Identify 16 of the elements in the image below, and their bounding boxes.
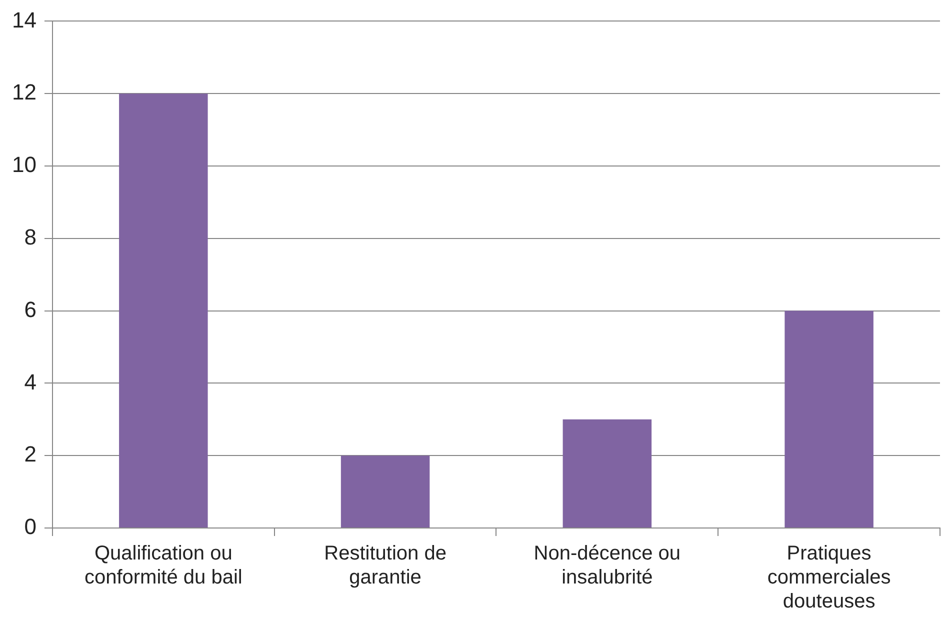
- bar: [784, 310, 874, 528]
- x-tick-label: Non-décence ou insalubrité: [534, 542, 681, 589]
- y-tick-label: 8: [24, 224, 36, 250]
- bar: [119, 94, 208, 528]
- y-tick-label: 14: [12, 7, 36, 32]
- y-tick-label: 6: [24, 296, 36, 322]
- bar: [340, 456, 430, 528]
- x-tick-label: Restitution de garantie: [324, 542, 446, 589]
- y-tick-label: 10: [12, 152, 36, 178]
- y-tick-label: 0: [24, 514, 36, 540]
- bar: [562, 419, 652, 528]
- y-tick-label: 4: [24, 369, 36, 394]
- x-tick-label: Pratiques commerciales douteuses: [767, 542, 891, 613]
- x-tick-label: Qualification ou conformité du bail: [84, 542, 242, 589]
- y-tick-label: 2: [24, 442, 36, 467]
- y-tick-label: 12: [12, 80, 36, 105]
